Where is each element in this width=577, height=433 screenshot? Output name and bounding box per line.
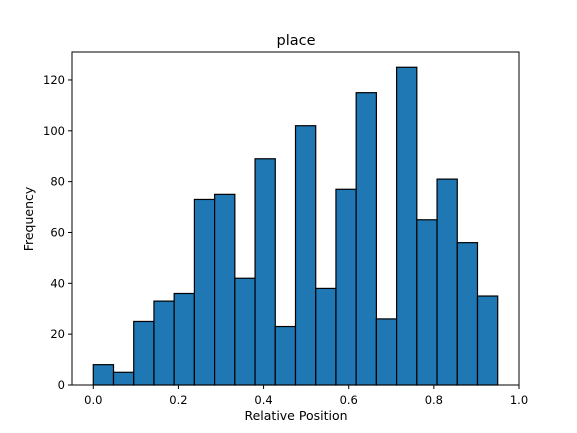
y-tick-label: 40 [50,276,65,290]
histogram-bar [396,66,418,386]
bars-group [92,66,499,386]
y-tick-label: 100 [43,124,65,138]
histogram-bar [214,193,236,386]
histogram-bar [436,178,458,386]
y-axis-ticks: 0 20 40 60 80 100 120 [43,73,72,392]
chart-title: place [276,33,315,49]
histogram-bar [294,125,317,386]
histogram-bar [315,287,337,386]
histogram-bar [112,371,135,386]
histogram-bar [254,158,276,386]
y-tick-label: 120 [43,73,65,87]
histogram-bar [476,295,499,386]
x-axis-label: Relative Position [244,408,347,423]
histogram-bar [193,198,216,386]
histogram-bar [234,277,256,386]
y-tick-label: 80 [50,175,65,189]
y-axis-label: Frequency [21,186,36,251]
histogram-bar [375,318,398,386]
histogram-bar [173,292,195,386]
plot-frame [71,51,520,386]
x-tick-label: 0.8 [425,393,443,407]
histogram-bar [274,325,297,386]
histogram-bar [456,242,479,386]
histogram-bar [92,364,115,386]
histogram-bar [153,300,175,386]
y-tick-label: 0 [58,378,65,392]
histogram-bar [133,320,155,386]
x-tick-label: 0.2 [169,393,187,407]
x-tick-label: 0.6 [340,393,358,407]
y-tick-label: 20 [50,327,65,341]
x-axis-ticks: 0.0 0.2 0.4 0.6 0.8 1.0 [84,385,528,407]
x-tick-label: 0.0 [84,393,102,407]
x-tick-label: 0.4 [254,393,272,407]
histogram-bar [335,188,357,386]
x-tick-label: 1.0 [510,393,528,407]
y-tick-label: 60 [50,225,65,239]
histogram-bar [355,92,377,386]
histogram-bar [416,219,438,386]
